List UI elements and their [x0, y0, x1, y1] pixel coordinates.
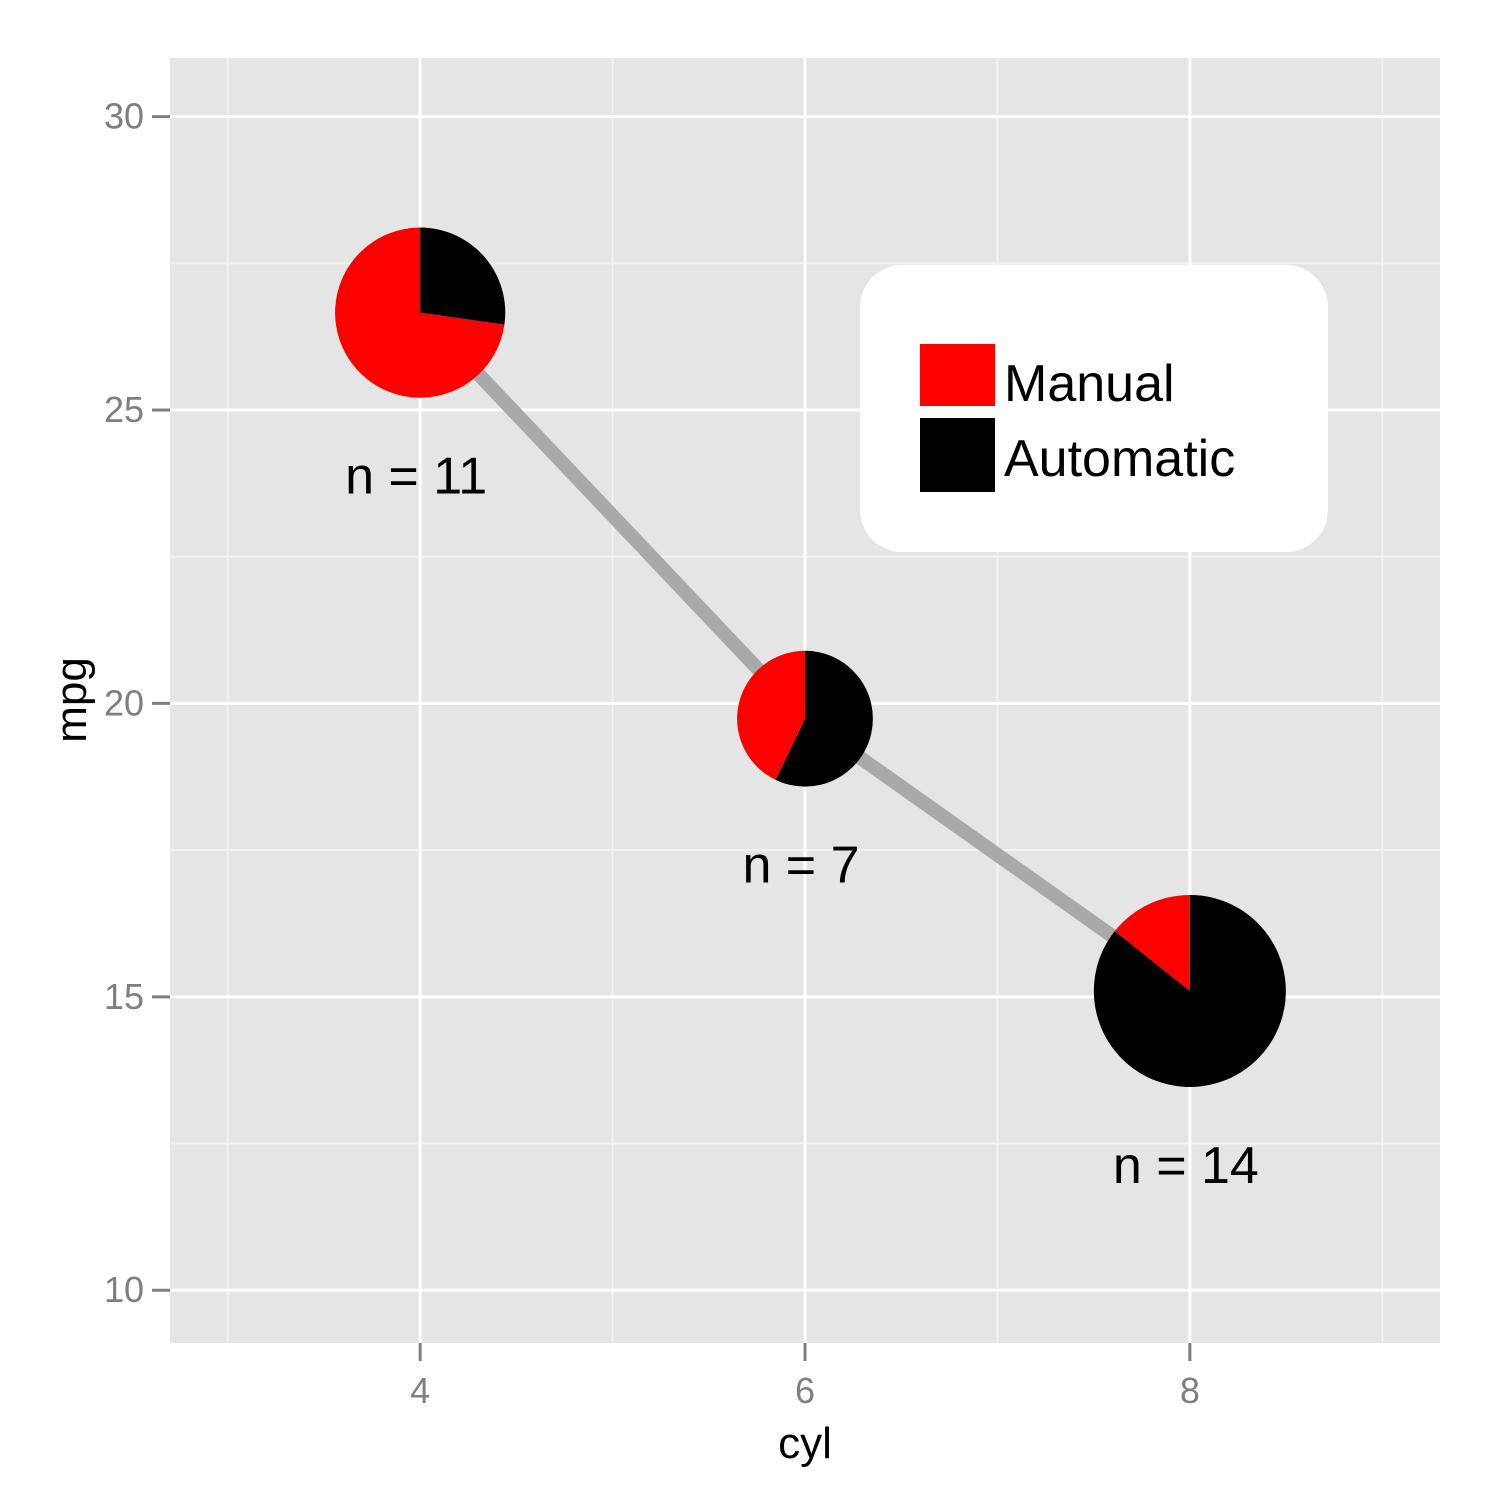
n-label: n = 11 — [345, 448, 487, 506]
legend-label-automatic: Automatic — [1004, 430, 1235, 488]
x-axis-title: cyl — [778, 1419, 832, 1468]
y-tick-label: 25 — [104, 389, 144, 430]
y-tick-label: 30 — [104, 96, 144, 137]
legend: Manual Automatic — [860, 265, 1328, 552]
n-labels: n = 11 n = 7 n = 14 — [345, 448, 1259, 1195]
x-tick-label: 4 — [410, 1370, 430, 1411]
y-tick-label: 15 — [104, 976, 144, 1017]
x-tick-label: 6 — [795, 1370, 815, 1411]
pie-slice-manual — [737, 650, 805, 780]
x-tick-label: 8 — [1180, 1370, 1200, 1411]
pie-slice-automatic — [775, 650, 873, 787]
y-axis: 10 15 20 25 30 — [104, 96, 170, 1310]
x-axis: 4 6 8 — [410, 1343, 1200, 1411]
legend-key-automatic — [920, 418, 995, 492]
pie-markers — [335, 227, 1286, 1087]
pie-slice-manual — [1114, 894, 1190, 991]
y-tick-label: 10 — [104, 1269, 144, 1310]
n-label: n = 14 — [1113, 1137, 1259, 1195]
y-axis-title: mpg — [47, 657, 96, 743]
legend-label-manual: Manual — [1004, 355, 1175, 413]
legend-key-manual — [920, 344, 995, 406]
pie-slice-automatic — [420, 227, 506, 325]
pie-slice-manual — [335, 227, 505, 398]
n-label: n = 7 — [742, 837, 859, 895]
y-tick-label: 20 — [104, 682, 144, 723]
